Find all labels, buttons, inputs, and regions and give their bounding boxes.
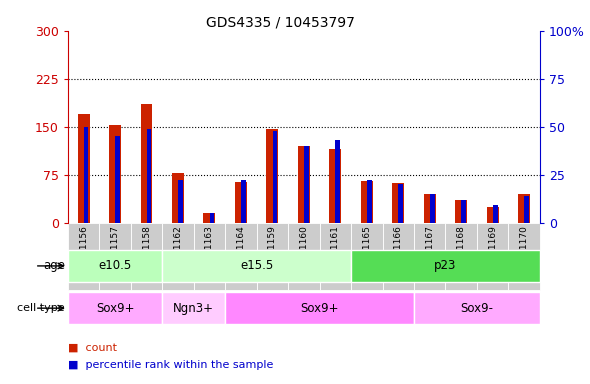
Bar — [273, 131, 277, 223]
Text: e15.5: e15.5 — [240, 260, 273, 272]
Bar — [162, 223, 194, 290]
Bar — [487, 207, 499, 223]
Text: p23: p23 — [434, 260, 457, 272]
Bar — [461, 200, 466, 223]
Bar — [99, 223, 131, 290]
Bar — [367, 180, 372, 223]
Bar — [68, 292, 162, 324]
Bar — [131, 223, 162, 290]
Bar — [392, 183, 404, 223]
Text: Sox9-: Sox9- — [460, 302, 493, 314]
Bar — [241, 180, 246, 223]
Bar — [162, 292, 225, 324]
Bar — [414, 223, 445, 290]
Bar — [336, 140, 340, 223]
Text: Ngn3+: Ngn3+ — [173, 302, 214, 314]
Bar — [209, 213, 214, 223]
Bar — [455, 200, 467, 223]
Bar — [225, 292, 414, 324]
Bar — [298, 146, 310, 223]
Text: cell type: cell type — [17, 303, 65, 313]
Text: e10.5: e10.5 — [99, 260, 132, 272]
Bar — [235, 182, 247, 223]
Bar — [68, 250, 162, 282]
Bar — [204, 213, 215, 223]
Bar — [430, 194, 435, 223]
Bar — [320, 223, 351, 290]
Bar — [361, 181, 373, 223]
Bar — [509, 223, 540, 290]
Bar — [477, 223, 509, 290]
Bar — [525, 196, 529, 223]
Bar — [351, 223, 382, 290]
Bar — [172, 173, 184, 223]
Bar — [162, 250, 351, 282]
Bar — [445, 223, 477, 290]
Bar — [115, 136, 120, 223]
Bar — [424, 194, 435, 223]
Bar — [518, 194, 530, 223]
Text: GDS4335 / 10453797: GDS4335 / 10453797 — [206, 15, 355, 29]
Bar — [178, 180, 183, 223]
Text: Sox9+: Sox9+ — [300, 302, 339, 314]
Bar — [109, 125, 121, 223]
Bar — [78, 114, 90, 223]
Text: ■  count: ■ count — [68, 343, 117, 353]
Bar — [398, 184, 403, 223]
Bar — [414, 292, 540, 324]
Bar — [140, 104, 152, 223]
Text: Sox9+: Sox9+ — [96, 302, 135, 314]
Text: ■  percentile rank within the sample: ■ percentile rank within the sample — [68, 360, 273, 370]
Bar — [225, 223, 257, 290]
Bar — [147, 129, 152, 223]
Bar — [493, 205, 497, 223]
Bar — [68, 223, 99, 290]
Bar — [194, 223, 225, 290]
Bar — [329, 149, 341, 223]
Bar — [304, 146, 309, 223]
Bar — [257, 223, 288, 290]
Text: age: age — [43, 260, 65, 272]
Bar — [288, 223, 320, 290]
Bar — [267, 129, 278, 223]
Bar — [351, 250, 540, 282]
Bar — [382, 223, 414, 290]
Bar — [84, 127, 88, 223]
